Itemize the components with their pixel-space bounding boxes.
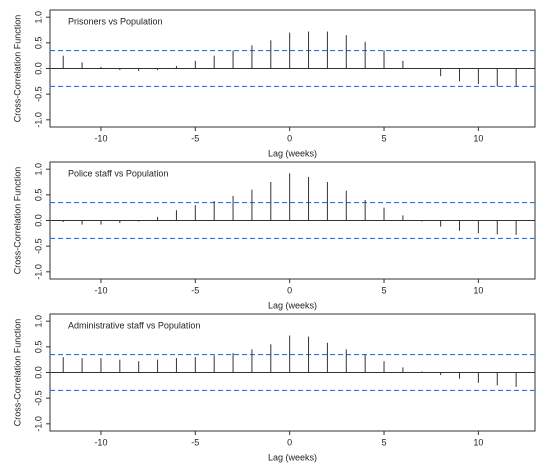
y-tick-label: 0.5 bbox=[33, 189, 43, 202]
y-tick-label: -1.0 bbox=[33, 416, 43, 432]
panel-title: Police staff vs Population bbox=[68, 168, 168, 178]
x-tick-label: -10 bbox=[94, 437, 107, 447]
x-tick-label: -5 bbox=[191, 133, 199, 143]
panel-title: Prisoners vs Population bbox=[68, 16, 163, 26]
y-axis-label: Cross-Correlation Function bbox=[12, 319, 22, 427]
y-tick-label: 1.0 bbox=[33, 315, 43, 328]
y-tick-label: 0.0 bbox=[33, 366, 43, 379]
panel-title: Administrative staff vs Population bbox=[68, 320, 200, 330]
y-tick-label: 1.0 bbox=[33, 11, 43, 24]
x-axis-label: Lag (weeks) bbox=[268, 148, 317, 158]
y-tick-label: 0.5 bbox=[33, 341, 43, 354]
y-tick-label: 0.0 bbox=[33, 214, 43, 227]
x-tick-label: -5 bbox=[191, 285, 199, 295]
x-tick-label: 10 bbox=[473, 133, 483, 143]
x-tick-label: -5 bbox=[191, 437, 199, 447]
x-tick-label: 0 bbox=[287, 133, 292, 143]
x-tick-label: 10 bbox=[473, 437, 483, 447]
y-tick-label: 0.5 bbox=[33, 37, 43, 50]
y-axis-label: Cross-Correlation Function bbox=[12, 15, 22, 123]
x-tick-label: 0 bbox=[287, 437, 292, 447]
x-tick-label: 0 bbox=[287, 285, 292, 295]
y-axis-label: Cross-Correlation Function bbox=[12, 167, 22, 275]
x-tick-label: 10 bbox=[473, 285, 483, 295]
y-tick-label: 0.0 bbox=[33, 62, 43, 75]
y-tick-label: -0.5 bbox=[33, 86, 43, 102]
x-tick-label: 5 bbox=[382, 133, 387, 143]
x-tick-label: -10 bbox=[94, 133, 107, 143]
x-axis-label: Lag (weeks) bbox=[268, 452, 317, 462]
y-tick-label: 1.0 bbox=[33, 163, 43, 176]
y-tick-label: -0.5 bbox=[33, 390, 43, 406]
y-tick-label: -0.5 bbox=[33, 238, 43, 254]
x-axis-label: Lag (weeks) bbox=[268, 300, 317, 310]
y-tick-label: -1.0 bbox=[33, 264, 43, 280]
x-tick-label: 5 bbox=[382, 285, 387, 295]
x-tick-label: -10 bbox=[94, 285, 107, 295]
x-tick-label: 5 bbox=[382, 437, 387, 447]
y-tick-label: -1.0 bbox=[33, 112, 43, 128]
